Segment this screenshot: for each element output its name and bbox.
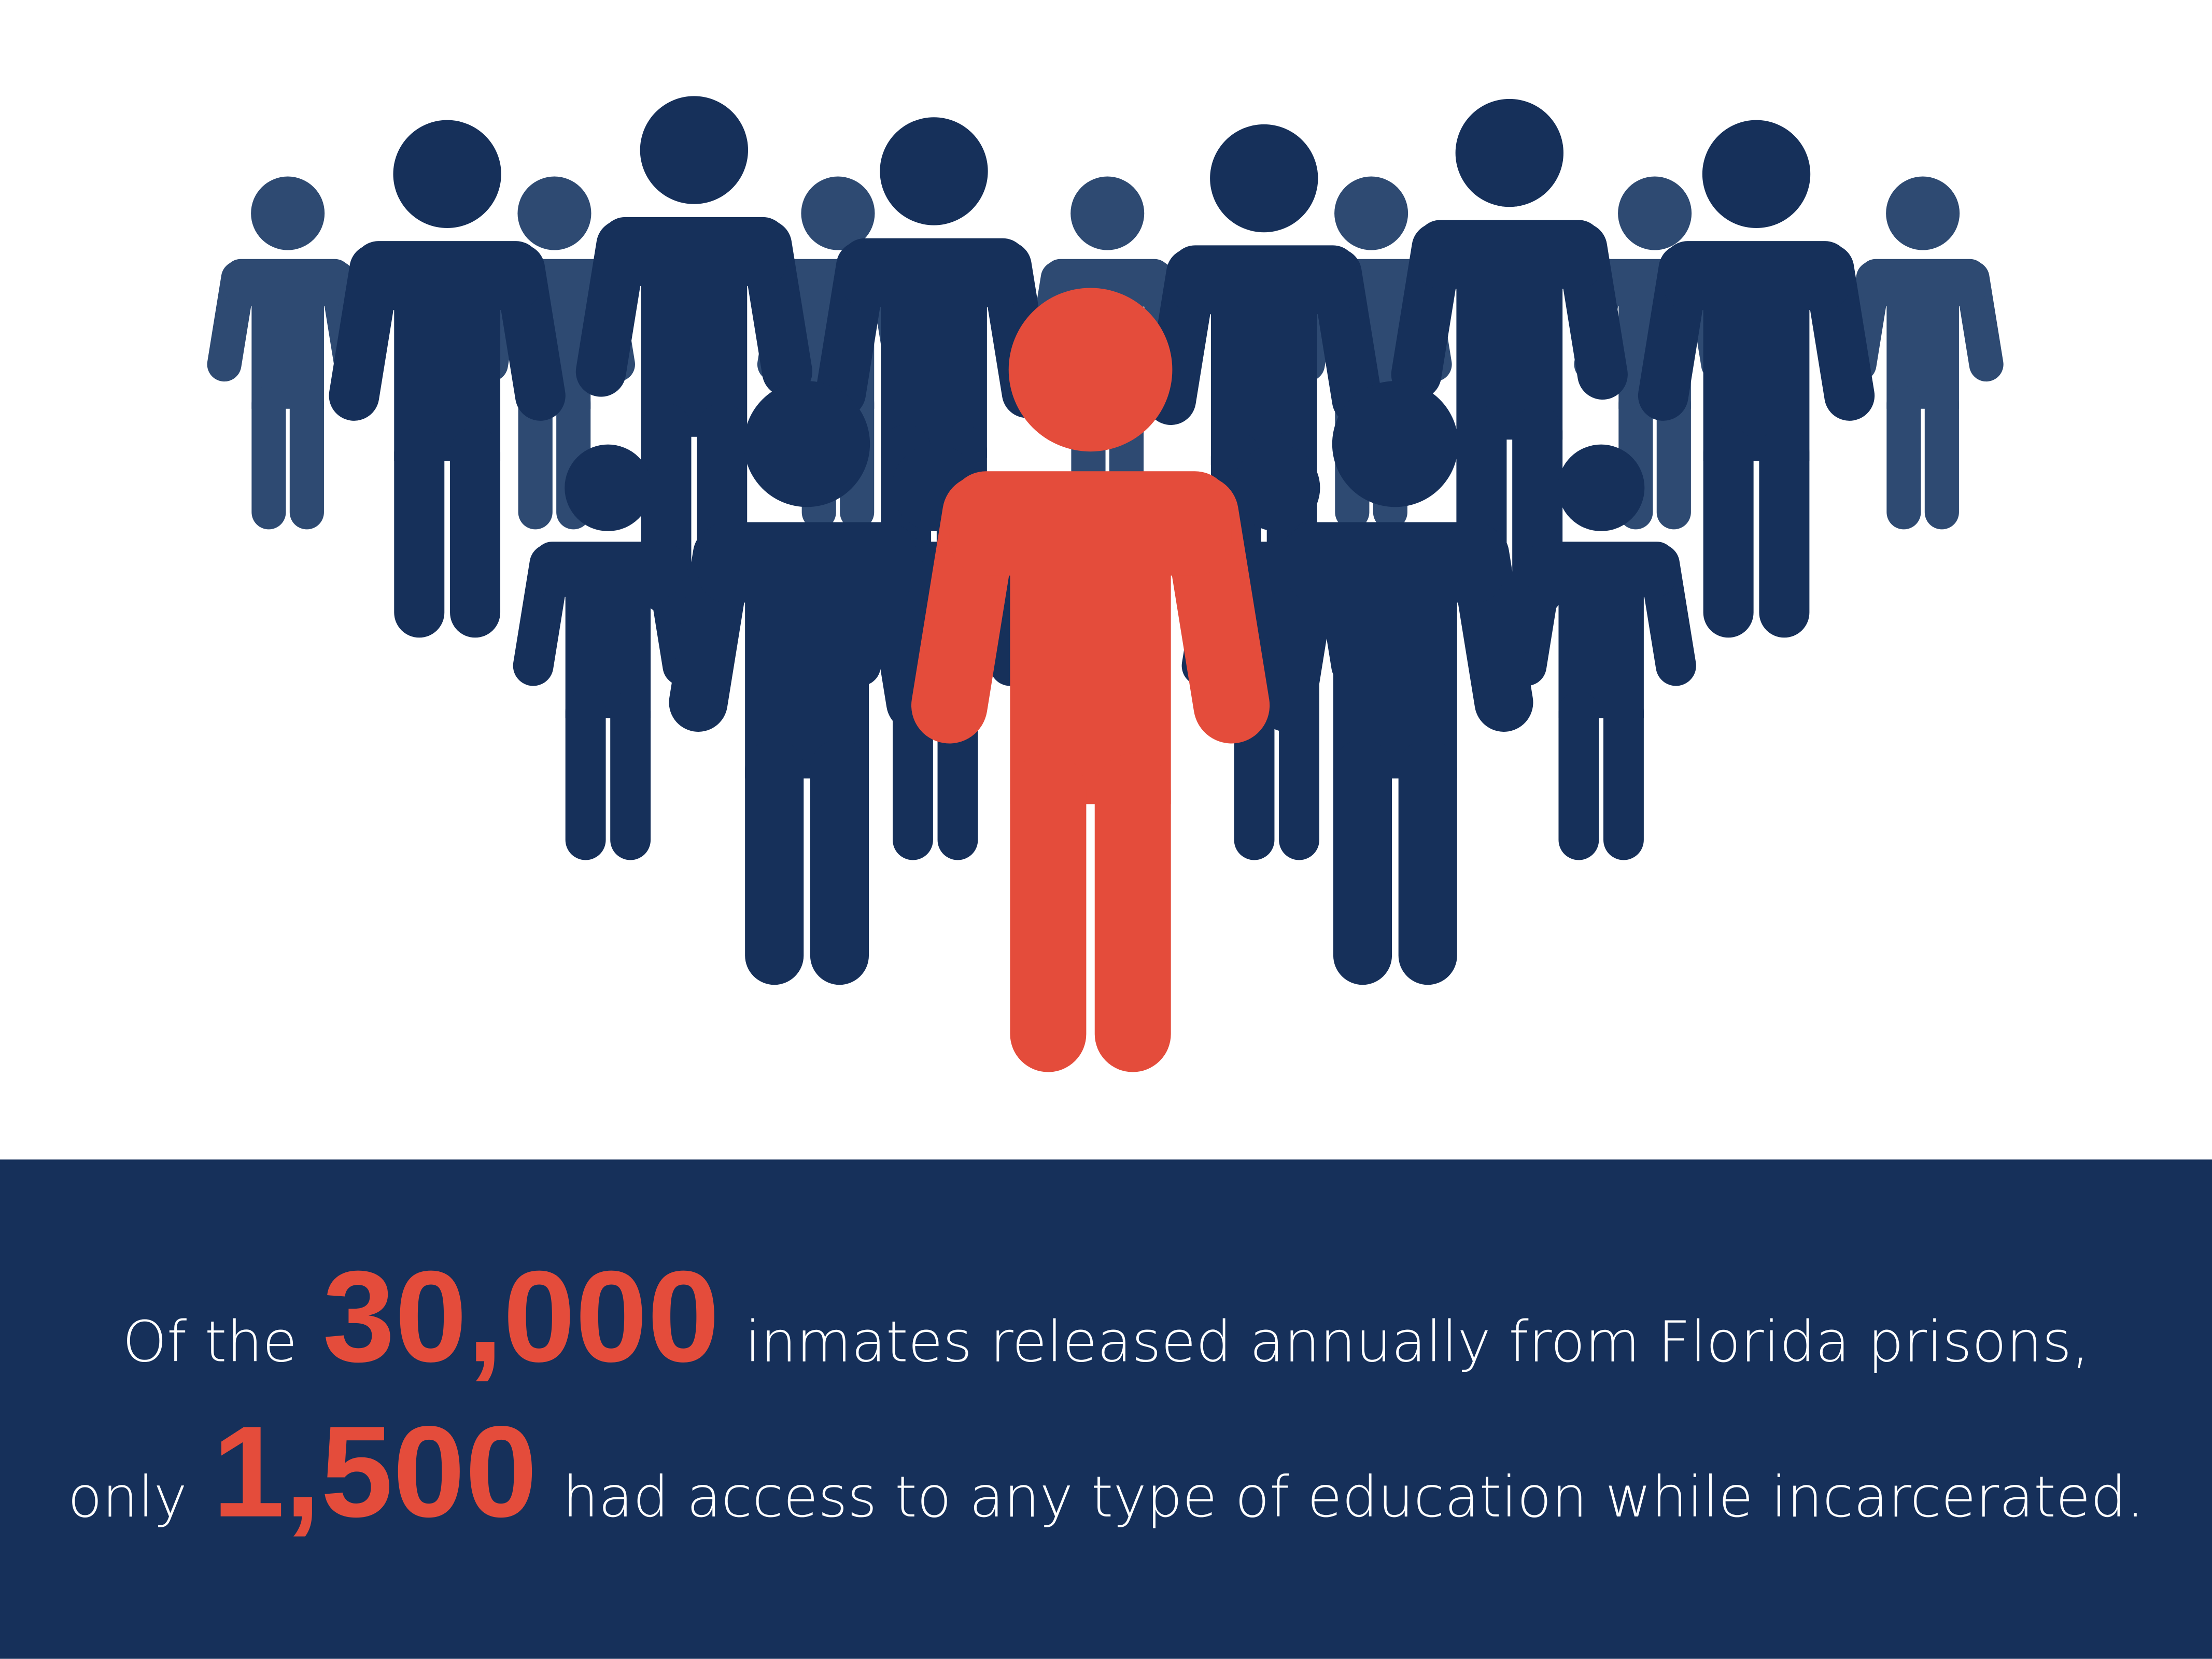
torso	[1558, 549, 1644, 718]
head	[640, 96, 749, 204]
torso	[745, 533, 869, 779]
leg	[1886, 386, 1921, 530]
highlight-number: 1,500	[213, 1399, 537, 1544]
leg	[518, 386, 553, 530]
head	[1455, 98, 1563, 207]
leg	[1279, 691, 1319, 860]
person-icon	[575, 96, 812, 614]
head	[1618, 176, 1692, 250]
head	[1008, 288, 1173, 452]
torso	[641, 226, 748, 437]
leg	[1759, 427, 1810, 638]
leg	[893, 691, 933, 860]
leg	[1924, 386, 1959, 530]
leg	[1010, 753, 1087, 1072]
text: only	[68, 1464, 187, 1530]
torso	[881, 247, 987, 458]
leg	[1703, 427, 1754, 638]
leg	[1094, 753, 1171, 1072]
person-icon	[1842, 176, 2004, 530]
head	[517, 176, 591, 250]
leg	[1333, 739, 1392, 985]
head	[744, 381, 870, 507]
head	[1070, 176, 1145, 250]
head	[565, 444, 652, 531]
torso	[1333, 533, 1457, 779]
person-icon	[911, 288, 1270, 1072]
leg	[394, 427, 445, 638]
person-icon	[329, 120, 566, 638]
torso	[1210, 254, 1317, 465]
leg	[1558, 691, 1599, 860]
leg	[810, 739, 869, 985]
head	[393, 120, 501, 229]
leg	[565, 691, 606, 860]
person-icon	[669, 381, 945, 985]
torso	[1703, 250, 1810, 461]
leg	[450, 427, 501, 638]
torso	[394, 250, 501, 461]
leg	[1603, 691, 1644, 860]
head	[880, 117, 988, 225]
leg	[251, 386, 286, 530]
head	[1702, 120, 1811, 229]
person-icon	[1257, 381, 1533, 985]
text: inmates released annually from Florida p…	[745, 1309, 2090, 1374]
torso	[1456, 229, 1563, 440]
head	[1233, 444, 1320, 531]
leg	[289, 386, 324, 530]
person-icon	[207, 176, 369, 530]
statement-line: Of the 30,000 inmates released annually …	[122, 1244, 2090, 1389]
head	[251, 176, 325, 250]
people-illustration	[207, 96, 2004, 1072]
banner	[0, 1159, 2212, 1659]
text: had access to any type of education whil…	[562, 1464, 2144, 1530]
head	[1334, 176, 1408, 250]
head	[801, 176, 875, 250]
torso	[565, 549, 651, 718]
person-icon	[1506, 444, 1696, 860]
person-icon	[1638, 120, 1875, 638]
torso	[1886, 265, 1959, 409]
text: Of the	[122, 1309, 297, 1374]
head	[1332, 381, 1458, 507]
statement-line: only 1,500 had access to any type of edu…	[68, 1399, 2145, 1544]
head	[1886, 176, 1960, 250]
torso	[1010, 485, 1171, 804]
torso	[251, 265, 324, 409]
leg	[1656, 386, 1691, 530]
highlight-number: 30,000	[322, 1244, 720, 1389]
head	[1558, 444, 1645, 531]
head	[1210, 124, 1318, 233]
leg	[745, 739, 804, 985]
leg	[1398, 739, 1457, 985]
leg	[610, 691, 651, 860]
